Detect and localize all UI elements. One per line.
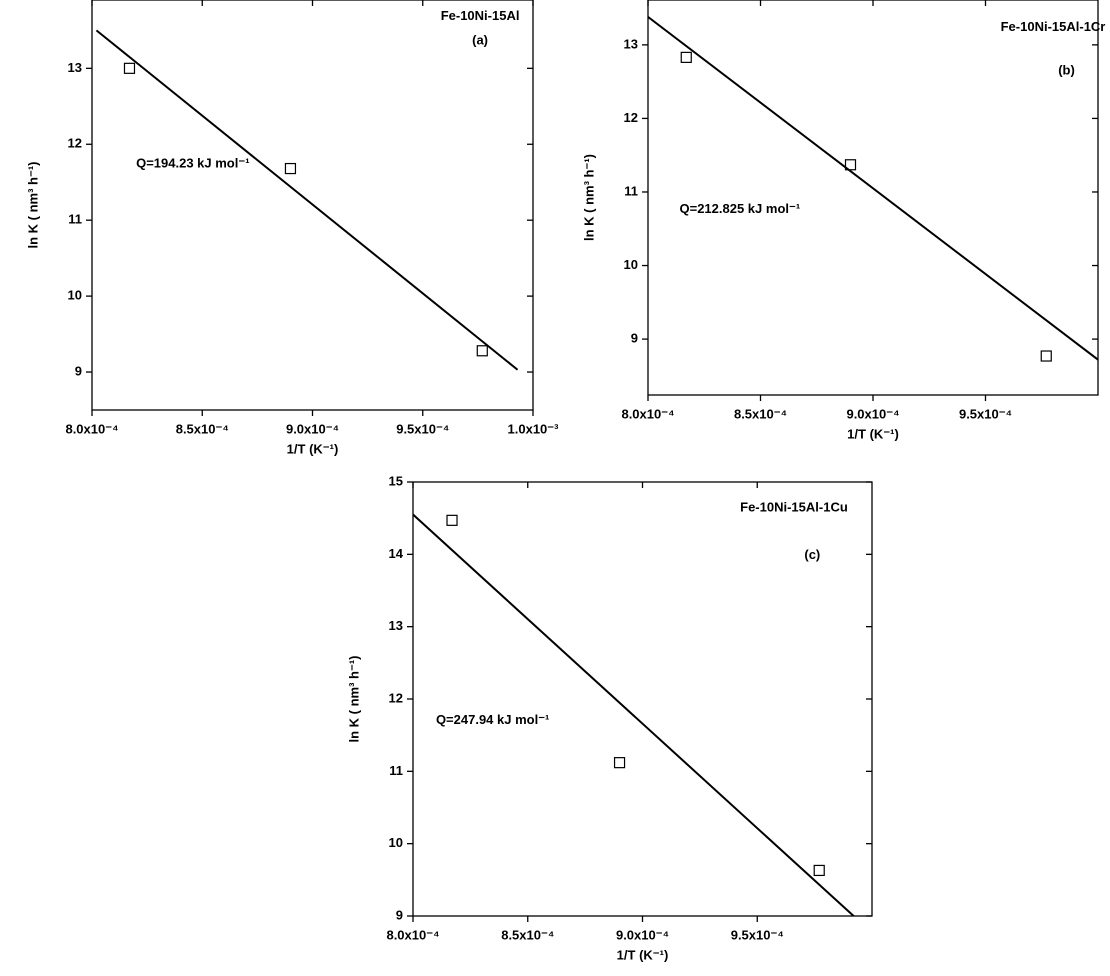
x-tick-label: 9.5x10⁻⁴ [731,927,784,942]
panel: 8.0x10⁻⁴ 8.5x10⁻⁴ 9.0x10⁻⁴ 9.5x10⁻⁴ 9 10 11 12 1… [581,0,1105,441]
x-tick-label: 9.5x10⁻⁴ [959,406,1012,421]
y-tick-label: 11 [389,763,403,778]
plot-frame [647,0,1099,396]
x-tick-label: 9.5x10⁻⁴ [396,421,449,436]
y-tick-label: 9 [75,363,82,378]
panel: 8.0x10⁻⁴ 8.5x10⁻⁴ 9.0x10⁻⁴ 9.5x10⁻⁴ 9 10 11 12 1… [346,473,873,962]
data-point [476,345,488,357]
y-tick-label: 13 [68,60,82,75]
x-axis-label: 1/T (K⁻¹) [617,947,669,962]
data-point [123,62,136,74]
data-point [446,514,458,526]
y-tick-label: 15 [389,473,403,488]
plot-area [648,16,1098,362]
annotation: Q=247.94 kJ mol⁻¹ [436,712,549,727]
y-tick-label: 12 [389,690,403,705]
plot-frame [412,481,873,917]
y-axis-label: ln K ( nm³ h⁻¹) [25,161,40,248]
y-tick-label: 10 [624,257,638,272]
x-tick-label: 9.0x10⁻⁴ [616,927,669,942]
series-label: Fe-10Ni-15Al-1Cr [1001,19,1106,34]
x-tick-label: 8.5x10⁻⁴ [501,927,554,942]
data-point [284,162,297,175]
fit-line [413,513,855,916]
annotation: Q=212.825 kJ mol⁻¹ [680,201,801,216]
annotation: Q=194.23 kJ mol⁻¹ [136,155,249,170]
y-tick-label: 11 [68,212,82,227]
series-label: Fe-10Ni-15Al [441,8,520,23]
panel-label: (a) [472,32,488,47]
y-tick-label: 13 [624,36,638,51]
data-point [613,757,626,769]
x-tick-label: 8.0x10⁻⁴ [386,927,439,942]
fit-line [648,16,1098,361]
panel: 8.0x10⁻⁴ 8.5x10⁻⁴ 9.0x10⁻⁴ 9.5x10⁻⁴ 1.0x10⁻³… [25,0,559,456]
y-tick-label: 13 [389,618,403,633]
data-point [813,864,825,877]
x-tick-label: 9.0x10⁻⁴ [846,406,899,421]
panel-label: (b) [1058,63,1075,78]
x-axis-label: 1/T (K⁻¹) [287,441,339,456]
y-tick-label: 12 [624,110,638,125]
y-axis-label: ln K ( nm³ h⁻¹) [346,655,361,742]
y-axis-label: ln K ( nm³ h⁻¹) [581,154,596,241]
data-point [680,51,692,63]
y-tick-label: 11 [624,183,638,198]
data-point [844,159,857,171]
x-tick-label: 9.0x10⁻⁴ [286,421,339,436]
y-tick-label: 12 [68,136,82,151]
y-tick-label: 14 [389,546,404,561]
y-tick-label: 10 [389,835,403,850]
data-point [1040,350,1052,362]
y-tick-label: 9 [631,331,638,346]
x-axis-label: 1/T (K⁻¹) [847,426,899,441]
x-tick-label: 8.0x10⁻⁴ [65,421,118,436]
x-tick-label: 8.5x10⁻⁴ [176,421,229,436]
fit-line [95,29,519,371]
plot-area [413,513,855,916]
y-tick-label: 9 [396,907,403,922]
x-tick-label: 8.0x10⁻⁴ [621,406,674,421]
plot-area [95,29,519,371]
y-tick-label: 10 [68,288,82,303]
x-tick-label: 8.5x10⁻⁴ [734,406,787,421]
series-label: Fe-10Ni-15Al-1Cu [740,499,848,514]
panel-label: (c) [804,547,820,562]
x-tick-label: 1.0x10⁻³ [508,421,560,436]
